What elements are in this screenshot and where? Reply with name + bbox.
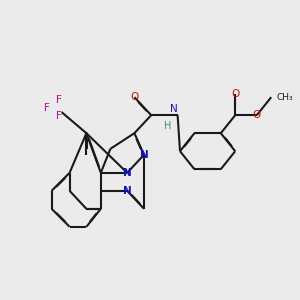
- Text: F: F: [56, 94, 62, 105]
- Text: CH₃: CH₃: [276, 93, 293, 102]
- Text: N: N: [123, 168, 132, 178]
- Text: F: F: [44, 103, 50, 113]
- Text: F: F: [56, 111, 62, 122]
- Text: N: N: [140, 150, 148, 160]
- Text: H: H: [164, 121, 172, 131]
- Text: O: O: [231, 88, 239, 99]
- Text: N: N: [123, 186, 132, 196]
- Text: N: N: [170, 104, 178, 114]
- Text: O: O: [130, 92, 139, 102]
- Text: O: O: [253, 110, 261, 120]
